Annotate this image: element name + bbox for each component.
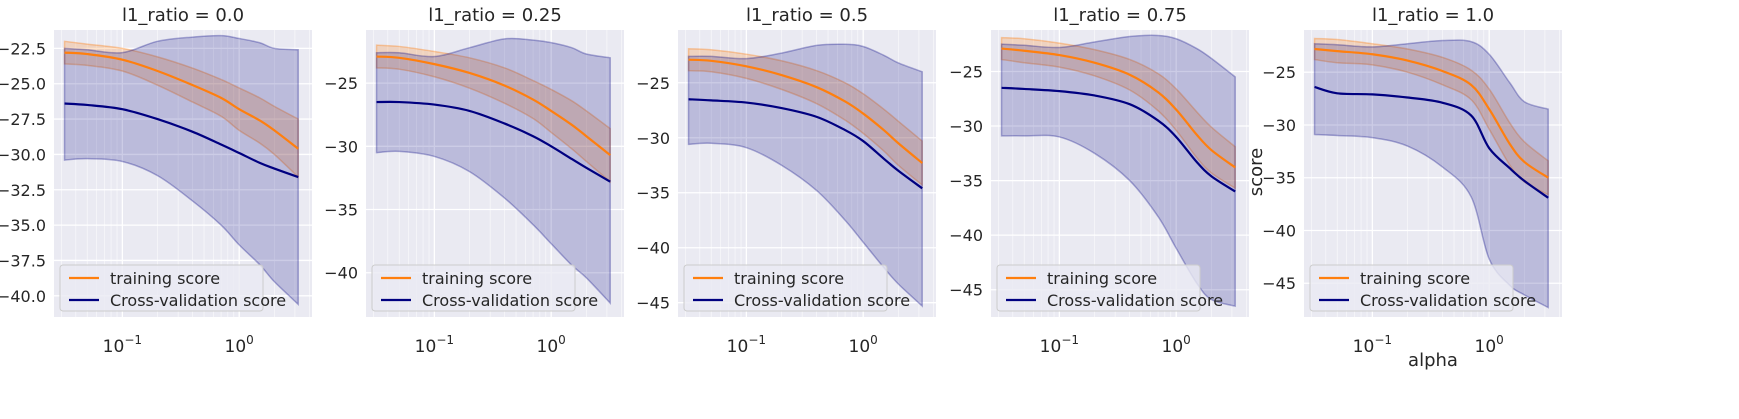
band-training bbox=[1000, 36, 1236, 190]
y-tick-label: −40 bbox=[949, 226, 983, 245]
y-tick-label: −32.5 bbox=[0, 181, 46, 200]
series-layer bbox=[1313, 37, 1549, 309]
y-tick-label: −40 bbox=[636, 239, 670, 258]
y-tick-label: −35 bbox=[636, 184, 670, 203]
x-tick-label: 10−1 bbox=[1353, 333, 1392, 357]
band-cross-validation bbox=[63, 34, 299, 307]
y-tick-label: −25 bbox=[1262, 63, 1296, 82]
y-tick-label: −27.5 bbox=[0, 110, 46, 129]
line-cross-validation-score bbox=[1314, 85, 1549, 199]
x-tick-label: 10−1 bbox=[415, 333, 454, 357]
y-tick-label: −35.0 bbox=[0, 216, 46, 235]
y-tick-label: −40 bbox=[324, 264, 358, 283]
x-tick-label: 100 bbox=[849, 333, 878, 357]
line-training-score bbox=[1314, 47, 1549, 179]
line-training-score bbox=[64, 51, 299, 150]
subplot-title: l1_ratio = 1.0 bbox=[1372, 5, 1494, 26]
legend-label: training score bbox=[1047, 269, 1157, 288]
legend-label: Cross-validation score bbox=[1360, 291, 1536, 310]
legend-box bbox=[371, 264, 576, 312]
subplot-title: l1_ratio = 0.25 bbox=[428, 5, 562, 26]
y-tick-label: −45 bbox=[636, 294, 670, 313]
y-tick-label: −30.0 bbox=[0, 145, 46, 164]
legend: training score Cross-validation score bbox=[371, 264, 598, 312]
subplot-title: l1_ratio = 0.0 bbox=[122, 5, 244, 26]
y-tick-label: −35 bbox=[949, 172, 983, 191]
subplot-0: 10−1 100 −22.5 −25.0 −27.5 −30.0 −32.5 −35.0 −37… bbox=[0, 5, 312, 357]
legend-label: training score bbox=[422, 269, 532, 288]
x-tick-label: 10−1 bbox=[1040, 333, 1079, 357]
x-tick-label: 10−1 bbox=[103, 333, 142, 357]
x-tick-label: 100 bbox=[225, 333, 254, 357]
x-tick-label: 10−1 bbox=[727, 333, 766, 357]
x-tick-label: 100 bbox=[1475, 333, 1504, 357]
y-tick-label: −25 bbox=[324, 74, 358, 93]
y-tick-label: −40 bbox=[1262, 221, 1296, 240]
legend-box bbox=[996, 264, 1201, 312]
line-training-score bbox=[376, 55, 611, 157]
subplot-title: l1_ratio = 0.5 bbox=[746, 5, 868, 26]
y-tick-label: −35 bbox=[324, 201, 358, 220]
x-axis-label: alpha bbox=[1408, 350, 1458, 371]
legend: training score Cross-validation score bbox=[59, 264, 286, 312]
line-cross-validation-score bbox=[376, 100, 611, 183]
band-training bbox=[687, 47, 923, 187]
line-training-score bbox=[1001, 47, 1236, 169]
subplot-3: 10−1 100 −25 −30 −35 −40 −45 l1_ratio = 0.75 tra… bbox=[949, 5, 1249, 357]
y-tick-label: −37.5 bbox=[0, 251, 46, 270]
legend-box bbox=[59, 264, 264, 312]
legend-box bbox=[1309, 264, 1514, 312]
legend-label: Cross-validation score bbox=[1047, 291, 1223, 310]
band-cross-validation bbox=[1313, 39, 1549, 309]
x-tick-label: 100 bbox=[537, 333, 566, 357]
legend: training score Cross-validation score bbox=[683, 264, 910, 312]
y-tick-label: −22.5 bbox=[0, 39, 46, 58]
legend: training score Cross-validation score bbox=[996, 264, 1223, 312]
line-cross-validation-score bbox=[64, 102, 299, 179]
y-tick-label: −25.0 bbox=[0, 75, 46, 94]
subplot-1: 10−1 100 −25 −30 −35 −40 l1_ratio = 0.25 traini… bbox=[324, 5, 624, 357]
y-tick-label: −25 bbox=[949, 62, 983, 81]
y-tick-label: −30 bbox=[324, 137, 358, 156]
line-cross-validation-score bbox=[1001, 86, 1236, 193]
legend-label: Cross-validation score bbox=[422, 291, 598, 310]
legend-label: training score bbox=[1360, 269, 1470, 288]
y-tick-label: −30 bbox=[1262, 116, 1296, 135]
legend: training score Cross-validation score bbox=[1309, 264, 1536, 312]
band-cross-validation bbox=[1000, 34, 1236, 308]
legend-label: Cross-validation score bbox=[110, 291, 286, 310]
y-tick-label: −35 bbox=[1262, 169, 1296, 188]
series-layer bbox=[1000, 34, 1236, 308]
series-layer bbox=[687, 43, 923, 308]
x-tick-label: 100 bbox=[1162, 333, 1191, 357]
y-tick-label: −40.0 bbox=[0, 287, 46, 306]
series-layer bbox=[63, 34, 299, 307]
subplot-2: 10−1 100 −25 −30 −35 −40 −45 l1_ratio = 0.5 trai… bbox=[636, 5, 936, 357]
legend-label: training score bbox=[110, 269, 220, 288]
y-tick-label: −45 bbox=[949, 281, 983, 300]
legend-label: training score bbox=[734, 269, 844, 288]
legend-label: Cross-validation score bbox=[734, 291, 910, 310]
band-training bbox=[1313, 37, 1549, 196]
series-layer bbox=[375, 37, 611, 305]
y-tick-label: −30 bbox=[949, 117, 983, 136]
legend-box bbox=[683, 264, 888, 312]
subplot-4: 10−1 100 −25 −30 −35 −40 −45 l1_ratio = 1.0 trai… bbox=[1262, 5, 1562, 357]
line-cross-validation-score bbox=[688, 98, 923, 190]
y-tick-label: −45 bbox=[1262, 274, 1296, 293]
y-axis-label: score bbox=[1246, 148, 1267, 196]
y-tick-label: −25 bbox=[636, 74, 670, 93]
y-tick-label: −30 bbox=[636, 129, 670, 148]
subplot-title: l1_ratio = 0.75 bbox=[1053, 5, 1187, 26]
band-cross-validation bbox=[687, 43, 923, 308]
line-training-score bbox=[688, 58, 923, 164]
